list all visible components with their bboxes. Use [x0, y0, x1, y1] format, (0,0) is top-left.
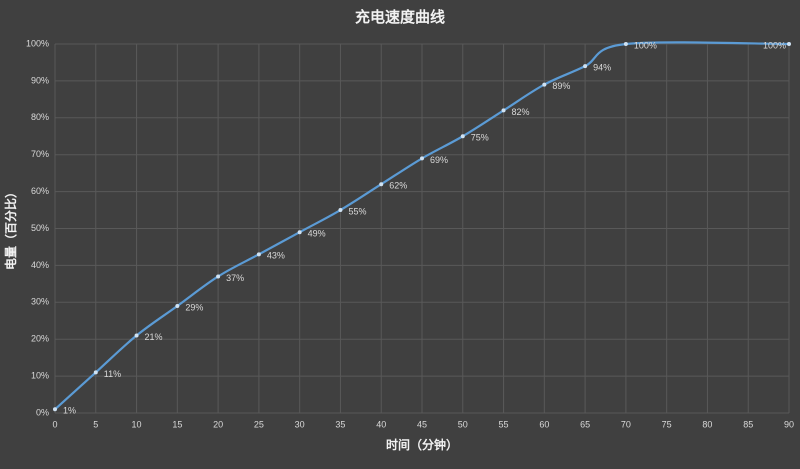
y-tick-label: 100%	[26, 38, 49, 48]
x-tick-label: 70	[621, 419, 631, 429]
x-tick-label: 85	[743, 419, 753, 429]
x-tick-label: 40	[376, 419, 386, 429]
y-axis-label: 电量（百分比）	[3, 186, 18, 270]
x-tick-label: 75	[662, 419, 672, 429]
data-label: 43%	[267, 251, 285, 261]
data-label: 55%	[348, 206, 366, 216]
data-label: 11%	[104, 369, 121, 379]
y-tick-label: 70%	[31, 149, 49, 159]
data-point	[297, 230, 302, 235]
data-point	[460, 134, 465, 139]
x-tick-label: 25	[254, 419, 264, 429]
data-point	[623, 42, 628, 46]
data-label: 1%	[63, 406, 76, 416]
y-tick-label: 30%	[31, 297, 49, 307]
data-point	[93, 370, 98, 375]
data-label: 75%	[471, 133, 489, 143]
data-point	[216, 274, 221, 279]
data-point	[53, 407, 57, 412]
data-point	[787, 42, 791, 46]
y-tick-label: 20%	[31, 334, 49, 344]
x-tick-label: 15	[172, 419, 182, 429]
x-tick-label: 20	[213, 419, 223, 429]
data-label: 82%	[512, 107, 530, 117]
data-point	[583, 64, 588, 69]
data-point	[134, 333, 139, 338]
x-tick-label: 10	[132, 419, 142, 429]
chart-title: 充电速度曲线	[355, 8, 445, 26]
x-tick-label: 5	[93, 419, 98, 429]
data-point	[501, 108, 506, 113]
x-tick-label: 90	[784, 419, 794, 429]
x-tick-label: 45	[417, 419, 427, 429]
data-label: 37%	[226, 273, 244, 283]
x-tick-label: 0	[52, 419, 57, 429]
data-point	[338, 208, 343, 213]
x-tick-label: 35	[335, 419, 345, 429]
y-tick-label: 60%	[31, 186, 49, 196]
y-tick-label: 80%	[31, 112, 49, 122]
y-tick-label: 10%	[31, 370, 49, 380]
x-tick-label: 65	[580, 419, 590, 429]
y-tick-label: 0%	[36, 407, 49, 417]
data-label: 62%	[389, 181, 407, 191]
y-tick-label: 40%	[31, 260, 49, 270]
data-label: 94%	[593, 63, 611, 73]
x-tick-label: 50	[458, 419, 468, 429]
data-label: 21%	[145, 332, 163, 342]
x-tick-label: 80	[702, 419, 712, 429]
y-tick-label: 50%	[31, 223, 49, 233]
data-label: 100%	[634, 40, 657, 50]
data-label: 100%	[763, 40, 786, 50]
x-tick-label: 60	[539, 419, 549, 429]
y-tick-label: 90%	[31, 75, 49, 85]
x-axis-label: 时间（分钟）	[386, 437, 458, 452]
data-label: 69%	[430, 155, 448, 165]
data-label: 89%	[552, 81, 570, 91]
data-label: 29%	[185, 302, 203, 312]
x-tick-label: 55	[499, 419, 509, 429]
data-point	[420, 156, 424, 161]
data-point	[256, 252, 261, 257]
data-label: 49%	[308, 229, 326, 239]
x-tick-label: 30	[295, 419, 305, 429]
data-point	[542, 82, 547, 87]
data-point	[175, 303, 180, 308]
data-point	[379, 182, 384, 187]
